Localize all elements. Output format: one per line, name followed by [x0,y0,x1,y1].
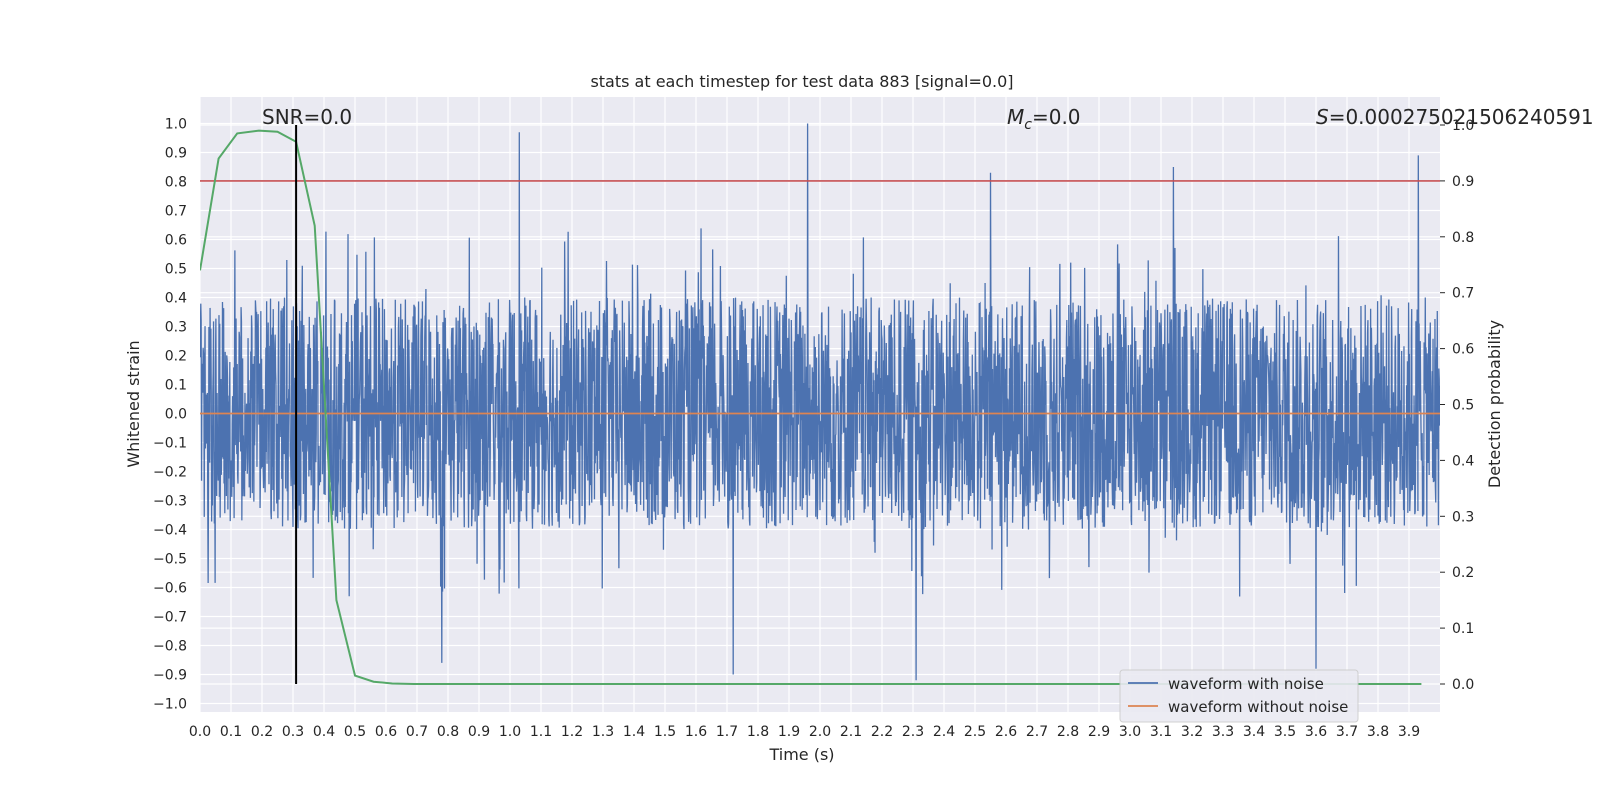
chart-title: stats at each timestep for test data 883… [590,72,1013,91]
y-tick-label-left: −0.8 [153,639,187,655]
x-axis-label: Time (s) [768,745,834,764]
y-tick-label-left: 0.3 [165,320,187,336]
y-tick-label-left: 0.5 [165,262,187,278]
x-tick-label: 2.2 [871,724,893,740]
y-tick-labels-right: 0.0 0.1 0.2 0.3 0.4 0.5 0.6 0.7 0.8 0.9 1.0 [1440,118,1474,693]
chirp-mass-subscript: c [1024,117,1032,133]
x-tick-label: 0.3 [282,724,304,740]
x-tick-label: 2.3 [902,724,924,740]
x-tick-label: 2.7 [1026,724,1048,740]
x-tick-label: 1.6 [685,724,707,740]
y-tick-label-right: 0.8 [1452,230,1474,246]
s-value: =0.000275021506240591 [1329,105,1594,129]
y-tick-label-left: −0.9 [153,668,187,684]
y-tick-label-left: 0.6 [165,233,187,249]
y-tick-label-left: −0.2 [153,465,187,481]
y-tick-label-left: 0.4 [165,291,187,307]
y-axis-label-left: Whitened strain [124,340,143,467]
chirp-mass-symbol: M [1007,105,1024,129]
x-tick-label: 3.9 [1398,724,1420,740]
line-series [200,125,1440,685]
y-tick-label-left: 0.8 [165,175,187,191]
y-tick-label-right: 0.3 [1452,509,1474,525]
x-tick-label: 2.1 [840,724,862,740]
y-tick-label-left: 0.0 [165,407,187,423]
x-tick-label: 0.5 [344,724,366,740]
chirp-mass-value: =0.0 [1032,105,1081,129]
y-tick-label-left: −1.0 [153,697,187,713]
s-annotation: S=0.000275021506240591 [1316,105,1594,129]
x-tick-label: 3.4 [1243,724,1265,740]
x-tick-label: 1.7 [716,724,738,740]
legend-box [1119,669,1359,723]
x-tick-label: 2.9 [1088,724,1110,740]
y-tick-label-right: 0.0 [1452,677,1474,693]
chirp-mass-annotation: Mc=0.0 [1007,105,1081,133]
y-tick-label-left: 1.0 [165,117,187,133]
x-tick-label: 2.0 [809,724,831,740]
y-tick-label-left: 0.2 [165,349,187,365]
x-tick-label: 3.2 [1181,724,1203,740]
y-tick-label-right: 0.1 [1452,621,1474,637]
y-tick-label-left: −0.7 [153,610,187,626]
x-tick-label: 2.6 [995,724,1017,740]
snr-annotation: SNR=0.0 [262,105,352,129]
y-tick-label-right: 0.9 [1452,174,1474,190]
x-tick-labels: 0.0 0.1 0.2 0.3 0.4 0.5 0.6 0.7 0.8 0.9 1.0 1.1 1.2 1… [189,724,1420,740]
y-tick-label-right: 0.4 [1452,453,1474,469]
noise-waveform-series [200,123,1440,681]
x-tick-label: 0.8 [437,724,459,740]
legend-label-clean: waveform without noise [1168,698,1348,716]
y-tick-labels-left: 1.0 0.9 0.8 0.7 0.6 0.5 0.4 0.3 0.2 0.1 0.0 −0.1 −0.… [153,117,187,713]
x-tick-label: 3.5 [1274,724,1296,740]
x-tick-label: 1.1 [530,724,552,740]
y-tick-label-left: −0.3 [153,494,187,510]
legend: waveform with noise waveform without noi… [1119,669,1359,723]
detection-probability-line [200,129,1422,685]
x-tick-label: 0.9 [468,724,490,740]
x-tick-label: 1.8 [747,724,769,740]
x-tick-label: 1.2 [561,724,583,740]
y-tick-label-left: 0.9 [165,146,187,162]
y-tick-label-left: −0.5 [153,552,187,568]
y-tick-label-left: −0.1 [153,436,187,452]
y-tick-label-left: −0.4 [153,523,187,539]
y-axis-label-right: Detection probability [1485,320,1504,488]
x-tick-label: 2.8 [1057,724,1079,740]
x-tick-label: 0.2 [251,724,273,740]
y-tick-label-left: −0.6 [153,581,187,597]
x-tick-label: 3.0 [1119,724,1141,740]
y-tick-label-left: 0.7 [165,204,187,220]
y-tick-label-left: 0.1 [165,378,187,394]
x-tick-label: 1.5 [654,724,676,740]
y-tick-label-right: 0.5 [1452,398,1474,414]
x-tick-label: 1.0 [499,724,521,740]
x-tick-label: 3.7 [1336,724,1358,740]
x-tick-label: 0.1 [220,724,242,740]
y-tick-label-right: 0.6 [1452,342,1474,358]
x-tick-label: 0.7 [406,724,428,740]
x-tick-label: 2.5 [964,724,986,740]
x-tick-label: 0.0 [189,724,211,740]
y-tick-label-right: 0.2 [1452,565,1474,581]
x-tick-label: 2.4 [933,724,955,740]
x-tick-label: 3.3 [1212,724,1234,740]
waveform-with-noise-line [200,123,1440,681]
x-tick-label: 1.9 [778,724,800,740]
x-tick-label: 3.8 [1367,724,1389,740]
x-tick-label: 0.6 [375,724,397,740]
x-tick-label: 1.3 [592,724,614,740]
x-tick-label: 1.4 [623,724,645,740]
x-tick-label: 3.1 [1150,724,1172,740]
legend-label-noise: waveform with noise [1168,675,1324,693]
x-tick-label: 3.6 [1305,724,1327,740]
s-symbol: S [1316,105,1329,129]
x-tick-label: 0.4 [313,724,335,740]
y-tick-label-right: 1.0 [1452,118,1474,134]
y-tick-label-right: 0.7 [1452,286,1474,302]
